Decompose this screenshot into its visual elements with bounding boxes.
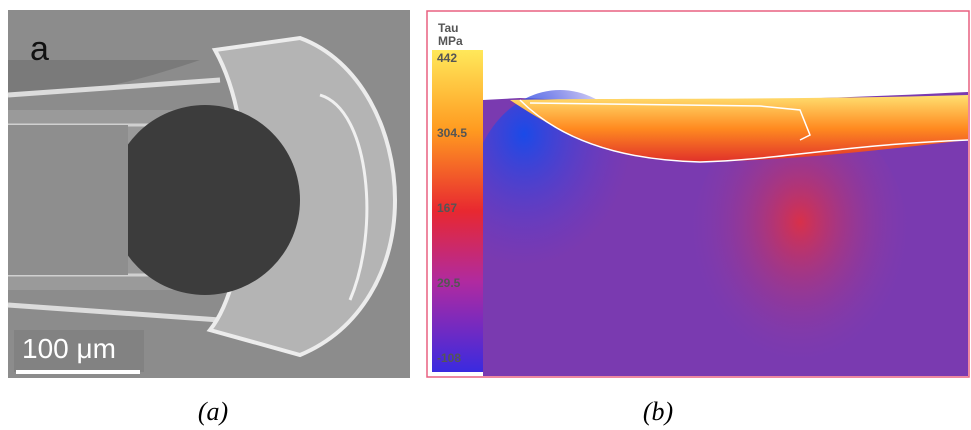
scale-bar-label: 100 μm — [22, 333, 116, 364]
panel-label: a — [30, 30, 49, 68]
colorbar-title: Tau — [438, 21, 458, 35]
panel-b: Tau MPa 442 304.5 167 29.5 -108 — [427, 11, 969, 390]
caption: (b) — [643, 397, 673, 426]
colorbar-label: 304.5 — [437, 126, 467, 140]
colorbar-label: -108 — [437, 351, 461, 365]
figure: a 100 μm Tau MPa 442 304.5 167 29.5 -108 (a)… — [0, 0, 971, 430]
colorbar-label: 442 — [437, 51, 457, 65]
colorbar-label: 167 — [437, 201, 457, 215]
colorbar-unit: MPa — [438, 34, 463, 48]
panel-a: a 100 μm — [8, 10, 410, 378]
caption: (a) — [198, 397, 228, 426]
colorbar-label: 29.5 — [437, 276, 461, 290]
ball — [110, 105, 300, 295]
